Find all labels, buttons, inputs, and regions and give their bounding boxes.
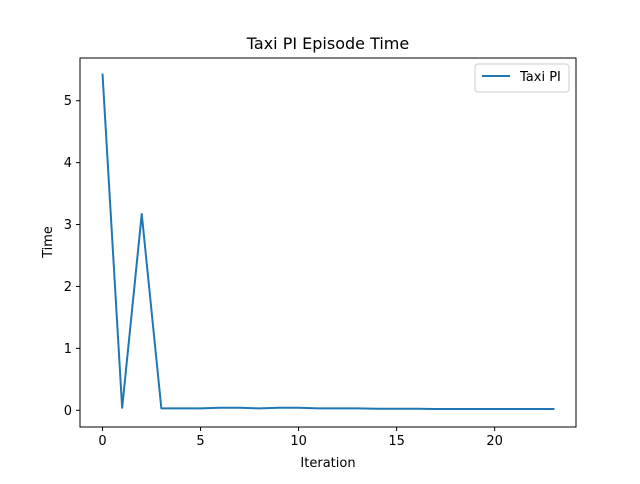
series-line-taxi-pi <box>101 73 555 411</box>
x-tick-label: 20 <box>486 434 503 449</box>
x-axis-label: Iteration <box>300 456 355 471</box>
legend-box <box>474 63 570 93</box>
y-tick-label: 3 <box>64 218 72 233</box>
y-tick-label: 0 <box>64 404 72 419</box>
plot-marks <box>101 73 555 411</box>
x-axis-ticks: 0 5 10 15 20 <box>98 427 503 449</box>
legend-label: Taxi PI <box>519 70 561 85</box>
y-tick-label: 5 <box>64 94 72 109</box>
x-tick-label: 10 <box>290 434 307 449</box>
y-tick-label: 1 <box>64 342 72 357</box>
chart-title: Taxi PI Episode Time <box>246 34 409 53</box>
legend: Taxi PI <box>474 63 570 93</box>
y-axis-ticks: 0 1 2 3 4 5 <box>64 94 80 419</box>
x-tick-label: 0 <box>98 434 106 449</box>
y-tick-label: 2 <box>64 280 72 295</box>
plot-frame <box>79 57 577 428</box>
y-tick-label: 4 <box>64 156 72 171</box>
x-tick-label: 5 <box>196 434 204 449</box>
x-tick-label: 15 <box>388 434 405 449</box>
y-axis-label: Time <box>41 226 56 259</box>
